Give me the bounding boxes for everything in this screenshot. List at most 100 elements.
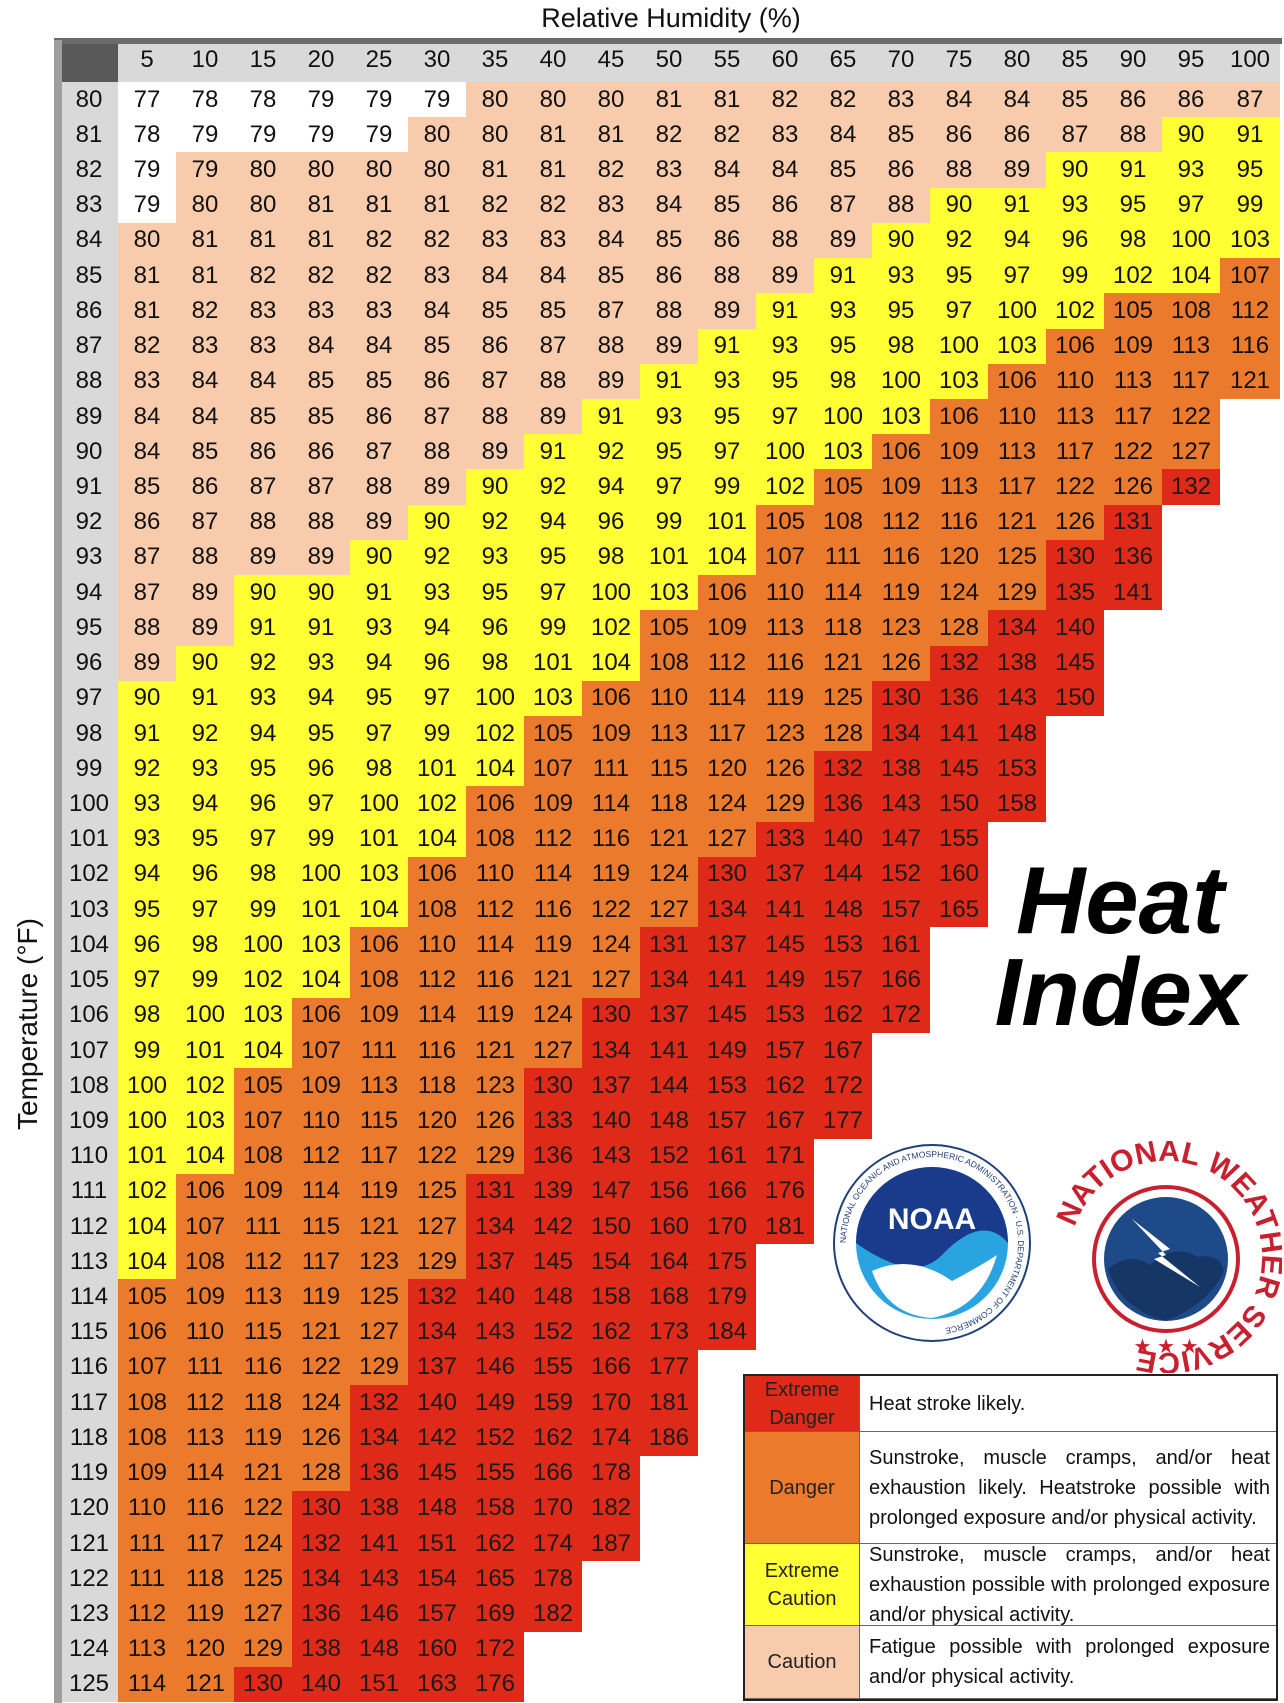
heat-index-cell: 79: [408, 82, 466, 118]
heat-index-cell: 179: [698, 1279, 756, 1315]
heat-index-cell: 157: [408, 1596, 466, 1632]
heat-index-cell: 141: [698, 962, 756, 998]
heat-index-cell: 163: [408, 1666, 466, 1703]
heat-index-cell: 80: [292, 152, 350, 188]
heat-index-cell: 144: [640, 1068, 698, 1104]
heat-index-cell: 89: [350, 504, 408, 540]
heat-index-cell: 81: [234, 222, 292, 259]
empty-cell: [1220, 398, 1280, 435]
heat-index-cell: 154: [408, 1561, 466, 1597]
temperature-header-99: 99: [60, 751, 118, 787]
heat-index-cell: 110: [466, 856, 524, 893]
heat-index-cell: 103: [988, 328, 1046, 364]
heat-index-cell: 107: [292, 1032, 350, 1069]
heat-index-cell: 102: [582, 610, 640, 646]
heat-index-cell: 89: [234, 539, 292, 576]
heat-index-cell: 92: [118, 751, 176, 787]
heat-index-cell: 97: [234, 821, 292, 857]
heat-index-cell: 148: [988, 715, 1046, 752]
heat-index-cell: 123: [350, 1244, 408, 1280]
heat-index-cell: 82: [350, 222, 408, 259]
heat-index-cell: 172: [466, 1631, 524, 1667]
heat-index-cell: 110: [118, 1490, 176, 1526]
heat-index-cell: 88: [582, 328, 640, 364]
heat-index-cell: 99: [524, 610, 582, 646]
heat-index-cell: 181: [756, 1209, 814, 1245]
heat-index-cell: 94: [292, 680, 350, 716]
heat-index-cell: 109: [292, 1068, 350, 1104]
heat-index-cell: 115: [292, 1209, 350, 1245]
heat-index-cell: 91: [988, 187, 1046, 223]
heat-index-cell: 84: [408, 293, 466, 329]
heat-index-cell: 92: [582, 434, 640, 470]
heat-index-cell: 102: [466, 715, 524, 752]
heat-index-cell: 161: [872, 927, 930, 963]
heat-index-cell: 101: [292, 892, 350, 928]
heat-index-cell: 95: [756, 363, 814, 399]
empty-cell: [1162, 1032, 1220, 1069]
heat-index-cell: 162: [582, 1314, 640, 1350]
temperature-header-106: 106: [60, 997, 118, 1033]
heat-index-cell: 140: [292, 1666, 350, 1703]
temperature-header-119: 119: [60, 1455, 118, 1491]
empty-cell: [1046, 715, 1104, 752]
heat-index-cell: 81: [524, 117, 582, 153]
heat-index-cell: 101: [698, 504, 756, 540]
heat-index-cell: 124: [292, 1385, 350, 1421]
empty-cell: [1220, 1103, 1280, 1139]
heat-index-cell: 132: [408, 1279, 466, 1315]
heat-index-cell: 133: [756, 821, 814, 857]
heat-index-cell: 85: [640, 222, 698, 259]
humidity-header-15: 15: [234, 38, 292, 82]
heat-index-cell: 116: [408, 1032, 466, 1069]
temperature-header-108: 108: [60, 1068, 118, 1104]
empty-cell: [756, 1279, 814, 1315]
heat-index-cell: 89: [814, 222, 872, 259]
legend-table: Extreme Danger Heat stroke likely. Danger S…: [743, 1374, 1278, 1701]
heat-index-cell: 105: [640, 610, 698, 646]
heat-index-cell: 122: [234, 1490, 292, 1526]
heat-index-cell: 85: [292, 398, 350, 435]
heat-index-cell: 86: [118, 504, 176, 540]
empty-cell: [1104, 1068, 1162, 1104]
heat-index-cell: 95: [930, 258, 988, 294]
heat-index-cell: 77: [118, 82, 176, 118]
heat-index-cell: 155: [466, 1455, 524, 1491]
heat-index-cell: 114: [698, 680, 756, 716]
heat-index-cell: 118: [640, 786, 698, 822]
temperature-header-122: 122: [60, 1561, 118, 1597]
heat-index-cell: 81: [176, 258, 234, 294]
heat-index-cell: 137: [640, 997, 698, 1033]
empty-cell: [814, 1314, 872, 1350]
heat-index-cell: 128: [930, 610, 988, 646]
heat-index-cell: 109: [698, 610, 756, 646]
heat-index-cell: 88: [350, 469, 408, 505]
heat-index-cell: 91: [1104, 152, 1162, 188]
heat-index-cell: 95: [524, 539, 582, 576]
heat-index-cell: 86: [176, 469, 234, 505]
heat-index-cell: 138: [988, 645, 1046, 681]
heat-index-cell: 87: [408, 398, 466, 435]
heat-index-cell: 86: [466, 328, 524, 364]
temperature-header-89: 89: [60, 398, 118, 435]
heat-index-cell: 98: [118, 997, 176, 1033]
heat-index-cell: 100: [350, 786, 408, 822]
heat-index-cell: 119: [234, 1420, 292, 1456]
heat-index-cell: 138: [292, 1631, 350, 1667]
heat-index-cell: 157: [872, 892, 930, 928]
heat-index-cell: 84: [176, 363, 234, 399]
heat-index-cell: 101: [524, 645, 582, 681]
heat-index-cell: 134: [872, 715, 930, 752]
heat-index-cell: 114: [408, 997, 466, 1033]
empty-cell: [1220, 575, 1280, 611]
heat-index-cell: 120: [176, 1631, 234, 1667]
heat-index-cell: 138: [872, 751, 930, 787]
heat-index-cell: 127: [640, 892, 698, 928]
heat-index-cell: 79: [234, 117, 292, 153]
heat-index-cell: 99: [234, 892, 292, 928]
heat-index-cell: 82: [118, 328, 176, 364]
legend-swatch-label: Caution: [745, 1626, 860, 1698]
heat-index-cell: 84: [118, 398, 176, 435]
heat-index-cell: 120: [698, 751, 756, 787]
heat-index-cell: 84: [466, 258, 524, 294]
